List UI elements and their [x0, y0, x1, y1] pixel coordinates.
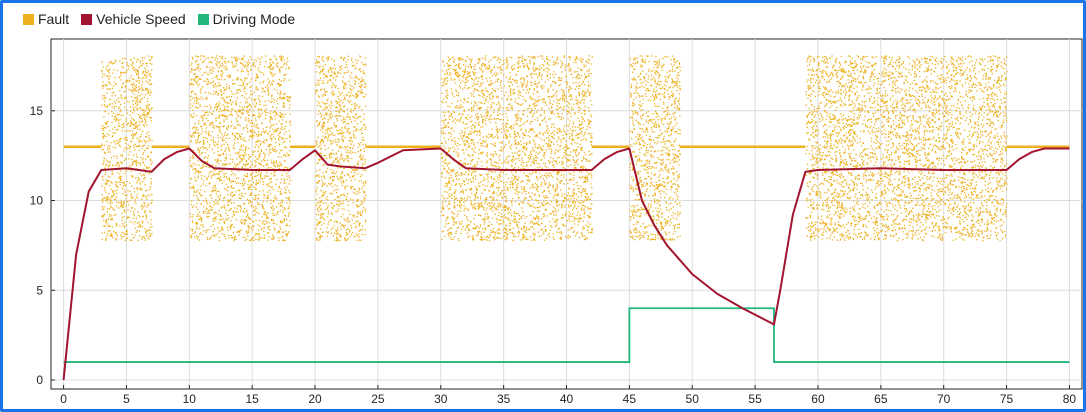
x-tick-label: 25 [371, 392, 385, 406]
fault-points [315, 55, 367, 242]
legend-label-driving-mode: Driving Mode [212, 11, 296, 27]
fault-noise-window [189, 55, 292, 242]
x-tick-label: 30 [434, 392, 448, 406]
fault-points [629, 55, 681, 241]
series-line-driving-mode [63, 307, 1070, 363]
x-tick-label: 80 [1063, 392, 1077, 406]
fault-noise-window [315, 55, 367, 242]
y-tick-label: 0 [36, 373, 43, 387]
legend-swatch-fault [23, 13, 34, 25]
x-tick-label: 5 [123, 392, 130, 406]
fault-noise-window [101, 55, 153, 242]
x-tick-label: 55 [748, 392, 762, 406]
fault-noise-window [629, 55, 681, 241]
legend-swatch-vehicle-speed [81, 13, 93, 25]
legend-swatch-driving-mode [197, 13, 209, 25]
x-tick-label: 65 [874, 392, 888, 406]
x-tick-label: 0 [60, 392, 67, 406]
line-chart: 0 5 10 15 20 25 30 35 40 45 50 55 60 65 70 75 80 0 5 10 15 [30, 38, 1083, 406]
fault-points [805, 55, 1008, 242]
legend-item-fault[interactable]: Fault [23, 11, 69, 27]
legend-item-driving-mode[interactable]: Driving Mode [197, 11, 296, 27]
fault-noise-window [440, 55, 593, 242]
x-tick-label: 40 [560, 392, 574, 406]
y-tick-label: 5 [36, 283, 43, 297]
x-tick-label: 35 [497, 392, 511, 406]
legend: Fault Vehicle Speed Driving Mode [23, 7, 295, 31]
x-tick-label: 15 [245, 392, 259, 406]
y-tick-label: 10 [30, 194, 44, 208]
x-tick-label: 20 [308, 392, 322, 406]
x-tick-label: 70 [937, 392, 951, 406]
fault-noise-window [805, 55, 1008, 242]
series-line-vehicle-speed [62, 147, 1070, 381]
x-tick-label: 50 [686, 392, 700, 406]
legend-label-vehicle-speed: Vehicle Speed [96, 11, 186, 27]
x-tick-label: 75 [1000, 392, 1014, 406]
legend-item-vehicle-speed[interactable]: Vehicle Speed [81, 11, 186, 27]
fault-points [101, 55, 153, 242]
fault-points [189, 55, 292, 242]
y-tick-label: 15 [30, 104, 44, 118]
x-tick-label: 60 [811, 392, 825, 406]
x-tick-label: 10 [183, 392, 197, 406]
x-tick-label: 45 [623, 392, 637, 406]
fault-points [440, 55, 593, 242]
legend-label-fault: Fault [38, 11, 70, 27]
